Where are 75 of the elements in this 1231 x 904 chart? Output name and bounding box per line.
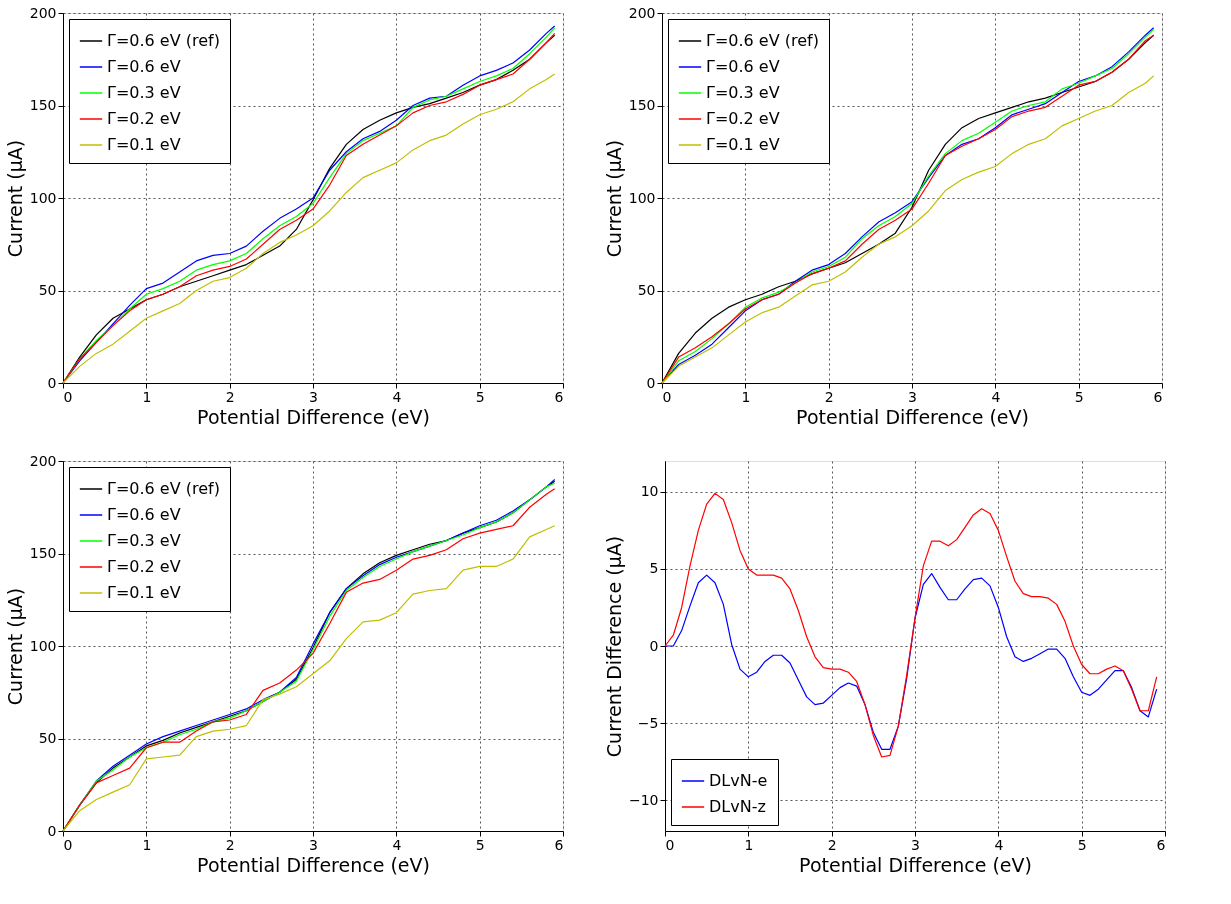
x-tick-label: 4 xyxy=(994,836,1004,853)
x-tick-label: 2 xyxy=(827,836,837,853)
legend-label: Γ=0.2 eV xyxy=(107,109,181,128)
y-tick-label: 100 xyxy=(29,637,57,654)
x-tick-label: 3 xyxy=(908,388,917,405)
y-tick-label: 100 xyxy=(628,189,656,206)
y-axis-title: Current (μA) xyxy=(3,587,26,706)
y-tick-label: 0 xyxy=(646,374,656,391)
legend-label: Γ=0.6 eV (ref) xyxy=(706,31,819,50)
legend-label: Γ=0.6 eV (ref) xyxy=(107,479,220,498)
legend-label: DLvN-z xyxy=(709,797,766,816)
x-tick-label: 3 xyxy=(309,836,318,853)
x-tick-label: 2 xyxy=(225,836,235,853)
x-tick-label: 5 xyxy=(1077,836,1087,853)
x-tick-label: 0 xyxy=(662,388,672,405)
x-tick-label: 2 xyxy=(824,388,834,405)
y-tick-label: 0 xyxy=(47,822,57,839)
x-tick-label: 6 xyxy=(1153,388,1163,405)
y-tick-label: 50 xyxy=(38,282,57,298)
y-tick-label: 150 xyxy=(29,545,57,561)
legend-label: Γ=0.6 eV xyxy=(107,57,181,76)
legend-label: DLvN-e xyxy=(709,771,768,790)
x-tick-label: 5 xyxy=(475,836,485,853)
y-axis-title: Current (μA) xyxy=(602,139,625,258)
y-tick-label: −10 xyxy=(628,791,659,808)
x-tick-label: 4 xyxy=(991,388,1001,405)
line-series xyxy=(664,572,1158,750)
y-tick-label: 150 xyxy=(628,97,656,113)
y-tick-label: 0 xyxy=(47,374,57,391)
legend-label: Γ=0.3 eV xyxy=(107,83,181,102)
x-tick-label: 6 xyxy=(1156,836,1166,853)
x-axis-title: Potential Difference (eV) xyxy=(197,405,430,428)
legend-label: Γ=0.1 eV xyxy=(107,583,181,602)
x-axis-title: Potential Difference (eV) xyxy=(197,853,430,876)
x-tick-label: 4 xyxy=(392,836,402,853)
x-tick-label: 4 xyxy=(392,388,402,405)
y-tick-label: 150 xyxy=(29,97,57,113)
legend-label: Γ=0.1 eV xyxy=(706,135,780,154)
y-tick-label: 50 xyxy=(637,282,656,298)
x-tick-label: 3 xyxy=(911,836,920,853)
legend-label: Γ=0.2 eV xyxy=(107,557,181,576)
y-tick-label: 100 xyxy=(29,189,57,206)
legend-label: Γ=0.3 eV xyxy=(706,83,780,102)
x-tick-label: 6 xyxy=(554,388,564,405)
x-tick-label: 2 xyxy=(225,388,235,405)
x-tick-label: 1 xyxy=(741,388,751,405)
x-tick-label: 1 xyxy=(744,836,754,853)
y-tick-label: 200 xyxy=(628,4,656,21)
line-series xyxy=(664,492,1158,758)
y-tick-label: 50 xyxy=(38,730,57,746)
legend-label: Γ=0.6 eV xyxy=(107,505,181,524)
y-tick-label: 200 xyxy=(29,452,57,469)
x-tick-label: 1 xyxy=(142,836,152,853)
x-tick-label: 0 xyxy=(665,836,675,853)
y-tick-label: 10 xyxy=(640,483,659,500)
y-tick-label: 0 xyxy=(649,637,659,654)
legend-label: Γ=0.6 eV xyxy=(706,57,780,76)
x-tick-label: 6 xyxy=(554,836,564,853)
legend-label: Γ=0.6 eV (ref) xyxy=(107,31,220,50)
legend-label: Γ=0.2 eV xyxy=(706,109,780,128)
y-axis-title: Current (μA) xyxy=(3,139,26,258)
x-tick-label: 5 xyxy=(1074,388,1084,405)
y-axis-title: Current Difference (μA) xyxy=(602,535,625,758)
x-tick-label: 0 xyxy=(63,836,73,853)
y-tick-label: 200 xyxy=(29,4,57,21)
x-axis-title: Potential Difference (eV) xyxy=(796,405,1029,428)
x-axis-title: Potential Difference (eV) xyxy=(799,853,1032,876)
x-tick-label: 0 xyxy=(63,388,73,405)
y-tick-label: 5 xyxy=(649,560,659,577)
y-tick-label: −5 xyxy=(637,714,659,731)
x-tick-label: 5 xyxy=(475,388,485,405)
x-tick-label: 3 xyxy=(309,388,318,405)
legend-label: Γ=0.3 eV xyxy=(107,531,181,550)
legend-label: Γ=0.1 eV xyxy=(107,135,181,154)
x-tick-label: 1 xyxy=(142,388,152,405)
